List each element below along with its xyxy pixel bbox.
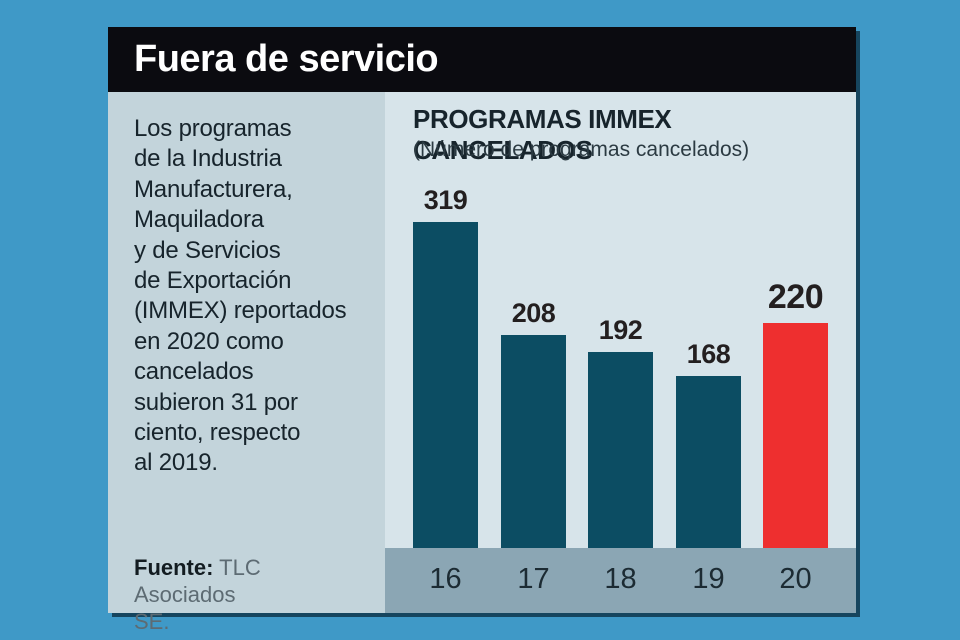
description-text: Los programas de la Industria Manufactur…: [134, 115, 347, 477]
bar-value-label: 220: [767, 278, 824, 316]
source-value: TLC Asociados SE.: [134, 555, 261, 634]
bar-20: [763, 323, 828, 548]
x-tick-label: 19: [692, 563, 725, 595]
source-label: Fuente:: [134, 555, 214, 580]
card-body: Los programas de la Industria Manufactur…: [108, 92, 856, 634]
bar-value-label: 319: [423, 185, 468, 215]
bar-18: [588, 352, 653, 548]
x-tick-label: 20: [779, 563, 812, 595]
x-axis-band: [385, 548, 856, 613]
bar-value-label: 208: [511, 298, 556, 328]
source-line: Fuente: TLC Asociados SE.: [134, 554, 364, 635]
bar-17: [501, 335, 566, 548]
x-tick-label: 16: [429, 563, 462, 595]
bar-19: [676, 376, 741, 548]
bar-16: [413, 222, 478, 548]
page-title: Fuera de servicio: [134, 38, 439, 80]
header-bar: Fuera de servicio: [108, 27, 856, 92]
bar-value-label: 168: [686, 339, 731, 369]
chart-title: PROGRAMAS IMMEX CANCELADOS: [413, 104, 672, 165]
chart-subtitle: (Número de programas cancelados): [413, 138, 750, 161]
infographic-card: Fuera de servicio Los programas de la In…: [108, 27, 856, 634]
bar-value-label: 192: [598, 315, 643, 345]
x-tick-label: 18: [604, 563, 637, 595]
chart-area: PROGRAMAS IMMEX CANCELADOS (Número de pr…: [385, 92, 856, 613]
sidebar: Los programas de la Industria Manufactur…: [108, 92, 385, 634]
x-tick-label: 17: [517, 563, 550, 595]
